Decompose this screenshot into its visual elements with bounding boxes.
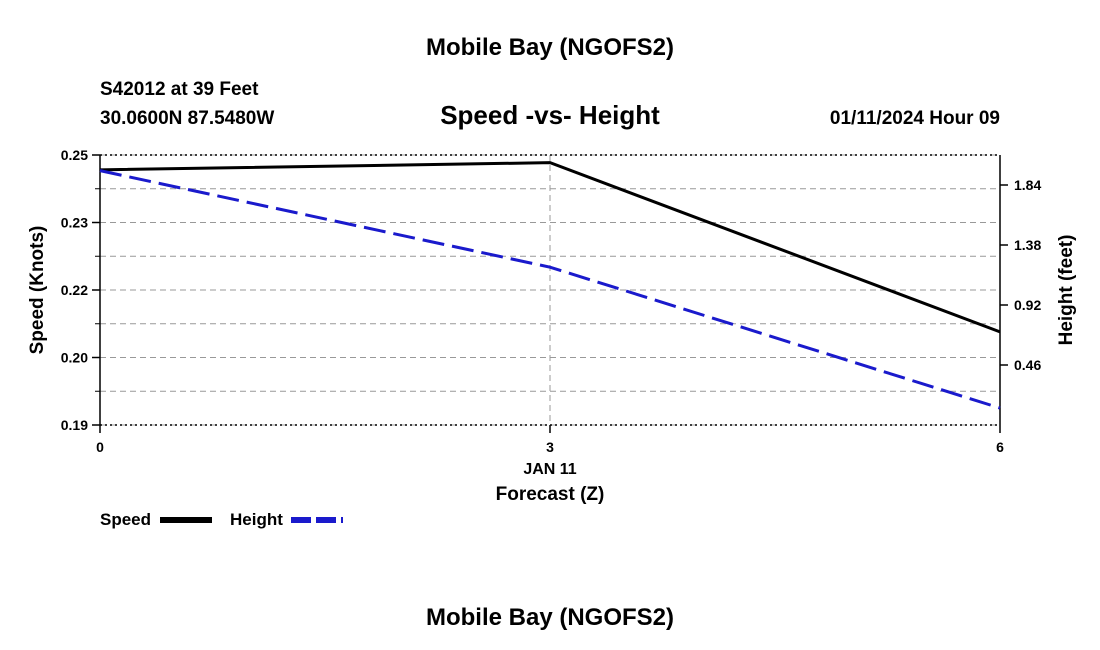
y-tick-label: 0.23 xyxy=(61,215,88,231)
x-tick-label: 0 xyxy=(96,439,104,455)
station-label: S42012 at 39 Feet xyxy=(100,79,259,100)
y-axis-label: Speed (Knots) xyxy=(27,226,48,355)
chart-title: Mobile Bay (NGOFS2) xyxy=(426,34,674,61)
y2-tick-label: 0.46 xyxy=(1014,357,1041,373)
legend: Speed Height xyxy=(100,510,343,529)
y-tick-label: 0.25 xyxy=(61,147,88,163)
series-line-speed xyxy=(99,161,1001,334)
chart-subtitle: Speed -vs- Height xyxy=(440,100,660,130)
series-line-height xyxy=(99,169,1001,410)
y2-axis-label: Height (feet) xyxy=(1056,235,1077,346)
legend-label-speed: Speed xyxy=(100,510,151,529)
x-tick-label: 6 xyxy=(996,439,1004,455)
bottom-title: Mobile Bay (NGOFS2) xyxy=(426,604,674,631)
x-axis-label: Forecast (Z) xyxy=(496,484,605,505)
y-tick-label: 0.20 xyxy=(61,350,88,366)
location-label: 30.0600N 87.5480W xyxy=(100,108,274,129)
y-tick-label: 0.19 xyxy=(61,417,88,433)
date-label: 01/11/2024 Hour 09 xyxy=(830,108,1000,129)
y-tick-label: 0.22 xyxy=(61,282,88,298)
y2-tick-label: 0.92 xyxy=(1014,297,1041,313)
y2-tick-label: 1.38 xyxy=(1014,237,1041,253)
y2-tick-label: 1.84 xyxy=(1014,177,1041,193)
x-tick-label: 3 xyxy=(546,439,554,455)
x-date-label: JAN 11 xyxy=(523,461,576,478)
plot-area: 0.19 0.20 0.22 0.23 0.25 0.46 0.92 1.38 1.84 0 3 6 xyxy=(61,147,1042,455)
legend-label-height: Height xyxy=(230,510,283,529)
